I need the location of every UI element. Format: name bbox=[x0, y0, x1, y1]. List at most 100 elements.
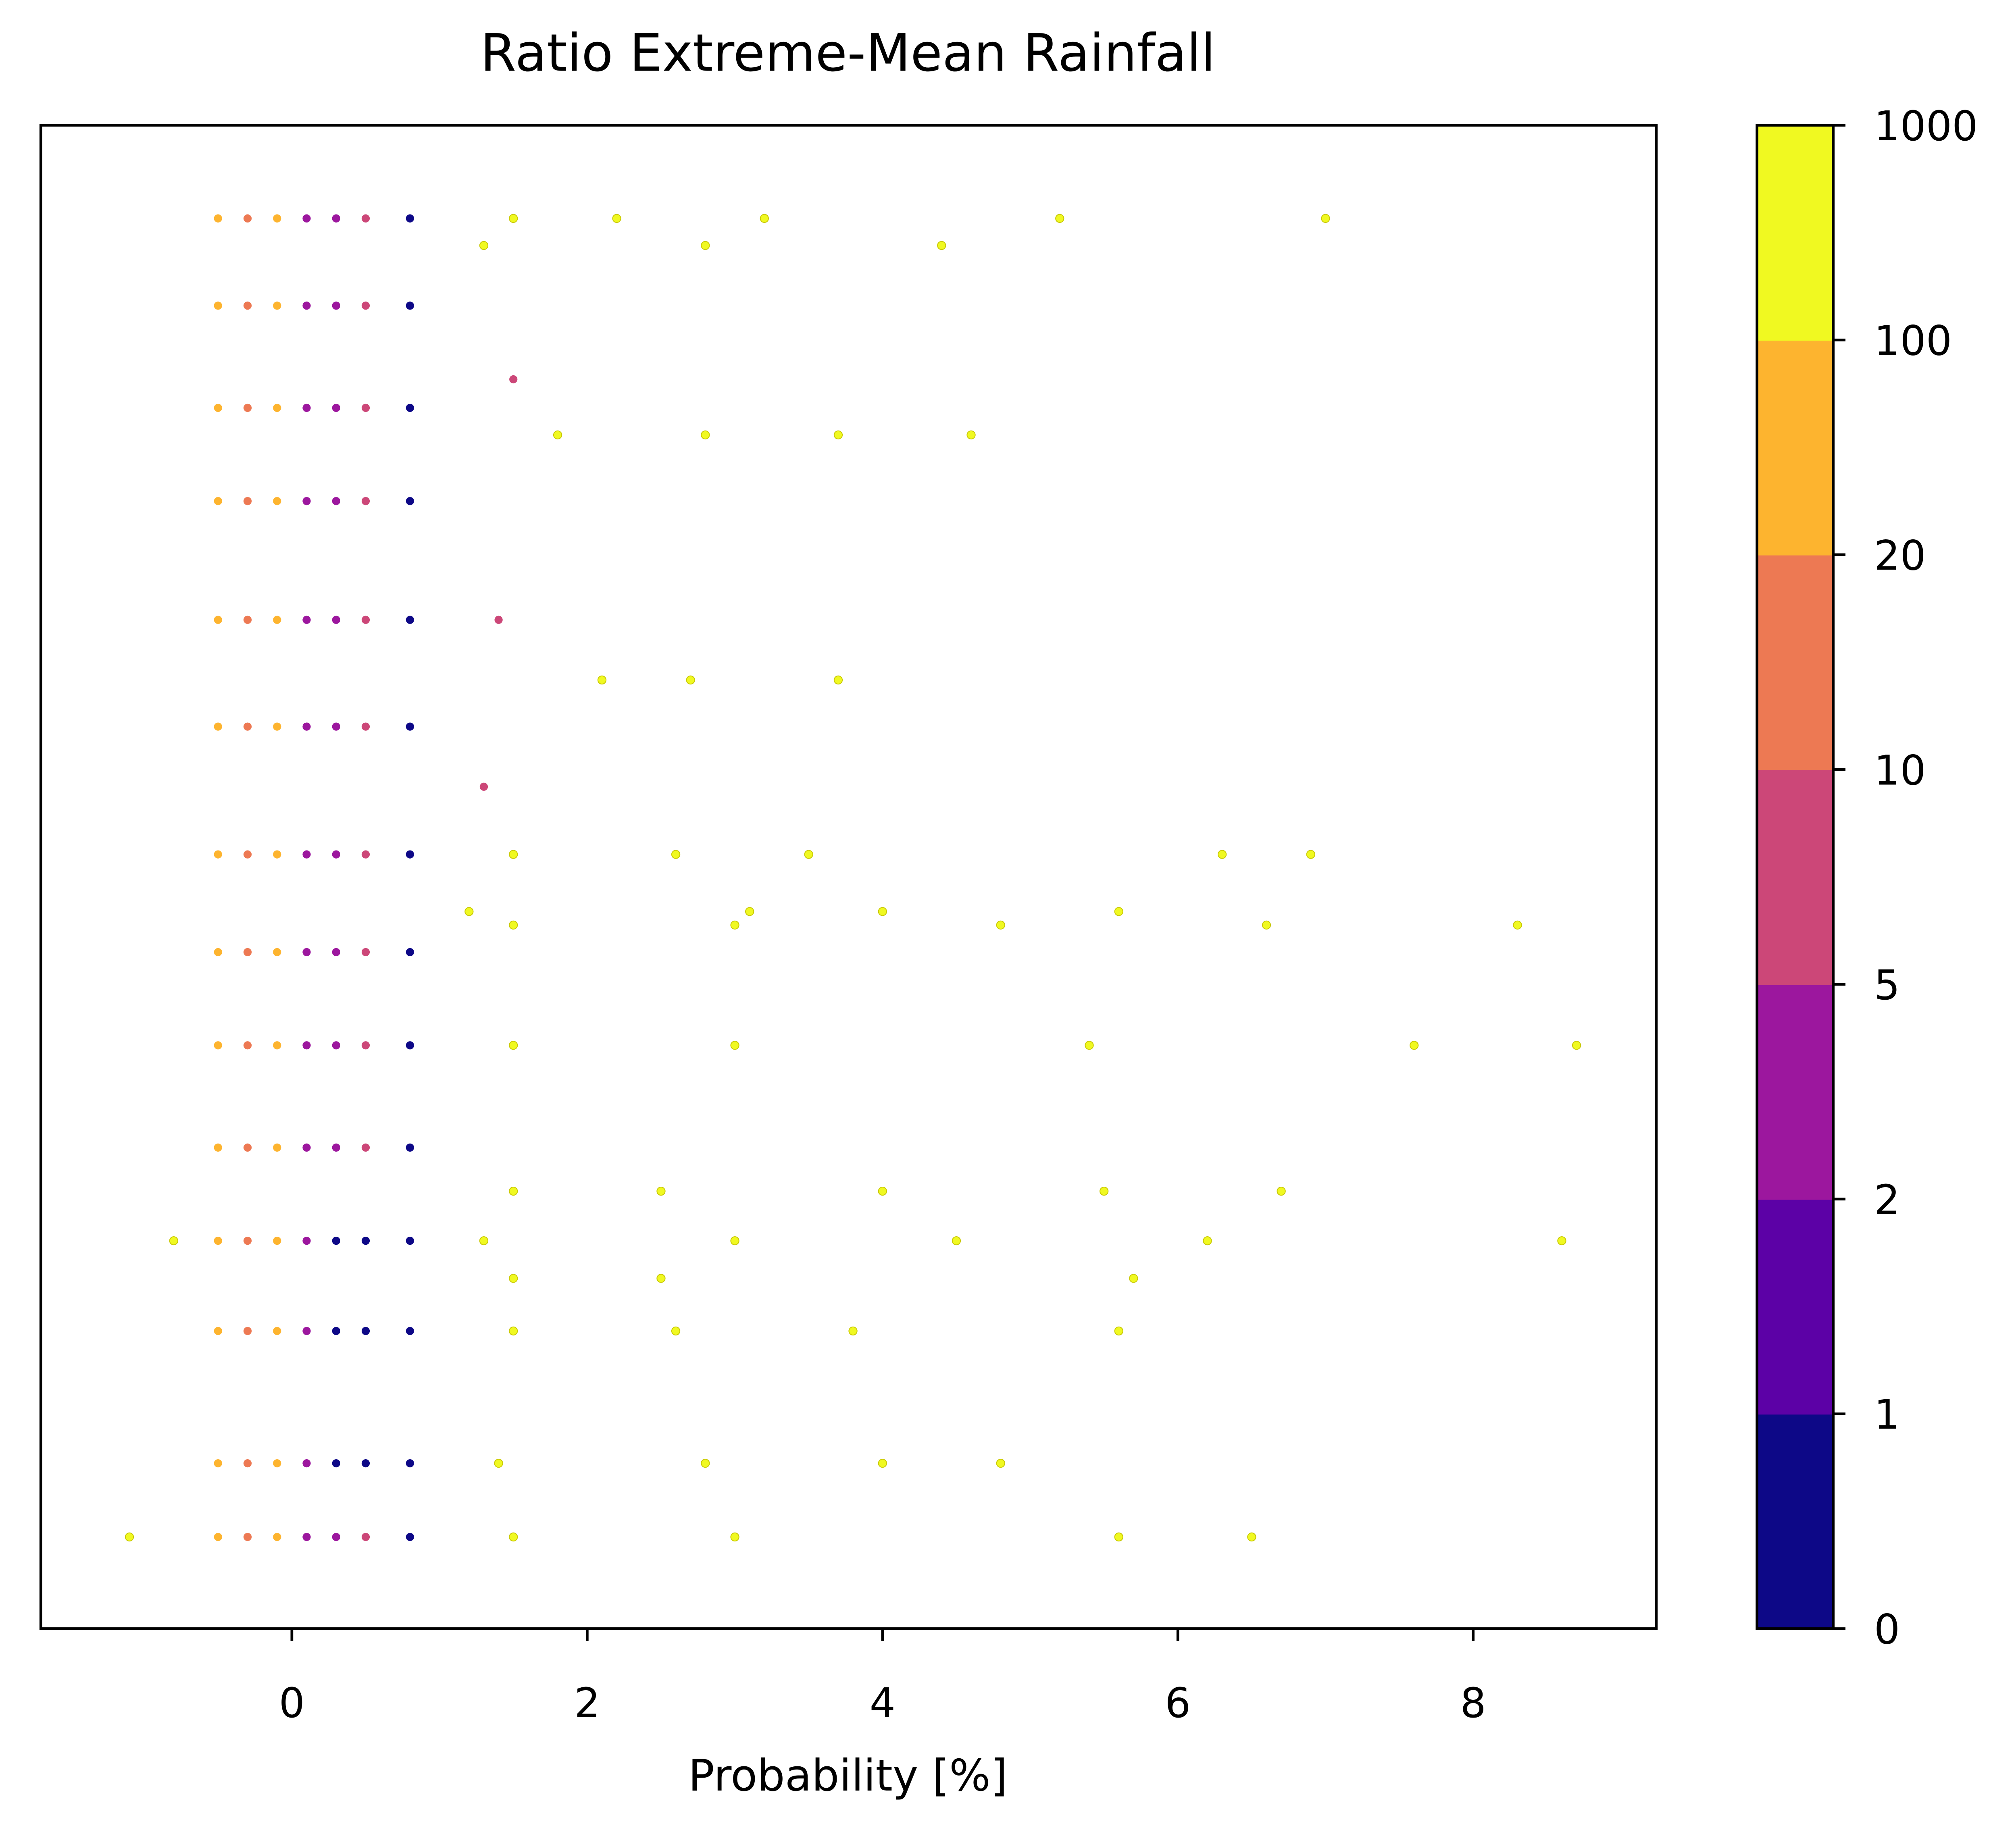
point bbox=[361, 616, 370, 624]
point bbox=[361, 1327, 370, 1335]
point bbox=[1114, 907, 1123, 916]
x-tick-label: 0 bbox=[279, 1679, 305, 1727]
point bbox=[1217, 850, 1227, 859]
point bbox=[464, 907, 474, 916]
point bbox=[361, 1533, 370, 1541]
point bbox=[406, 850, 414, 859]
point bbox=[214, 948, 222, 957]
point bbox=[361, 1237, 370, 1245]
point bbox=[509, 920, 518, 930]
point bbox=[1203, 1236, 1212, 1246]
point bbox=[243, 722, 252, 731]
point bbox=[214, 1237, 222, 1245]
point bbox=[878, 1459, 887, 1468]
point bbox=[361, 403, 370, 412]
point bbox=[509, 1274, 518, 1283]
point bbox=[273, 214, 281, 223]
point bbox=[361, 948, 370, 957]
colorbar-segment bbox=[1757, 984, 1833, 1200]
point bbox=[878, 907, 887, 916]
point bbox=[509, 375, 518, 384]
point bbox=[332, 850, 340, 859]
point bbox=[1129, 1274, 1138, 1283]
point bbox=[1321, 214, 1330, 223]
point bbox=[169, 1236, 179, 1246]
point bbox=[361, 722, 370, 731]
point bbox=[273, 403, 281, 412]
colorbar-tick-label: 1 bbox=[1874, 1391, 1900, 1439]
point bbox=[302, 1459, 311, 1468]
point bbox=[509, 850, 518, 859]
point bbox=[332, 403, 340, 412]
point bbox=[1262, 920, 1271, 930]
point bbox=[243, 403, 252, 412]
point bbox=[494, 616, 503, 624]
point bbox=[1557, 1236, 1566, 1246]
point bbox=[273, 1143, 281, 1152]
point bbox=[406, 1459, 414, 1468]
point bbox=[302, 1143, 311, 1152]
x-tick-label: 8 bbox=[1460, 1679, 1486, 1727]
x-tick-label: 2 bbox=[574, 1679, 600, 1727]
point bbox=[361, 1459, 370, 1468]
point bbox=[243, 1533, 252, 1541]
point bbox=[273, 1041, 281, 1050]
point bbox=[273, 1533, 281, 1541]
point bbox=[332, 214, 340, 223]
point bbox=[406, 722, 414, 731]
point bbox=[273, 497, 281, 505]
point bbox=[509, 1532, 518, 1542]
point bbox=[302, 948, 311, 957]
point bbox=[243, 214, 252, 223]
point bbox=[804, 850, 813, 859]
point bbox=[833, 675, 843, 685]
point bbox=[509, 214, 518, 223]
point bbox=[686, 675, 695, 685]
point bbox=[1085, 1041, 1094, 1050]
point bbox=[730, 1532, 739, 1542]
point bbox=[952, 1236, 961, 1246]
point bbox=[273, 1237, 281, 1245]
point bbox=[671, 1326, 681, 1336]
point bbox=[302, 497, 311, 505]
point bbox=[332, 1143, 340, 1152]
plot-area bbox=[125, 214, 1581, 1542]
point bbox=[479, 782, 488, 791]
point bbox=[302, 722, 311, 731]
point bbox=[937, 241, 946, 250]
point bbox=[1100, 1186, 1109, 1196]
point bbox=[214, 616, 222, 624]
point bbox=[273, 722, 281, 731]
point bbox=[406, 497, 414, 505]
x-tick-label: 6 bbox=[1165, 1679, 1191, 1727]
x-axis-label: Probability [%] bbox=[688, 1751, 1008, 1801]
point bbox=[361, 214, 370, 223]
point bbox=[243, 616, 252, 624]
point bbox=[214, 722, 222, 731]
point bbox=[214, 302, 222, 310]
point bbox=[494, 1459, 503, 1468]
point bbox=[243, 302, 252, 310]
point bbox=[243, 850, 252, 859]
point bbox=[214, 1327, 222, 1335]
point bbox=[760, 214, 769, 223]
point bbox=[406, 1237, 414, 1245]
point bbox=[361, 497, 370, 505]
point bbox=[302, 403, 311, 412]
point bbox=[996, 1459, 1005, 1468]
point bbox=[125, 1532, 134, 1542]
point bbox=[406, 214, 414, 223]
point bbox=[509, 1041, 518, 1050]
colorbar-tick-label: 1000 bbox=[1874, 102, 1978, 150]
point bbox=[243, 948, 252, 957]
point bbox=[243, 1041, 252, 1050]
colorbar-segment bbox=[1757, 1414, 1833, 1630]
colorbar-frame bbox=[1756, 124, 1835, 1630]
point bbox=[1513, 920, 1522, 930]
point bbox=[361, 302, 370, 310]
point bbox=[214, 1459, 222, 1468]
point bbox=[302, 214, 311, 223]
point bbox=[243, 1237, 252, 1245]
point bbox=[730, 1236, 739, 1246]
